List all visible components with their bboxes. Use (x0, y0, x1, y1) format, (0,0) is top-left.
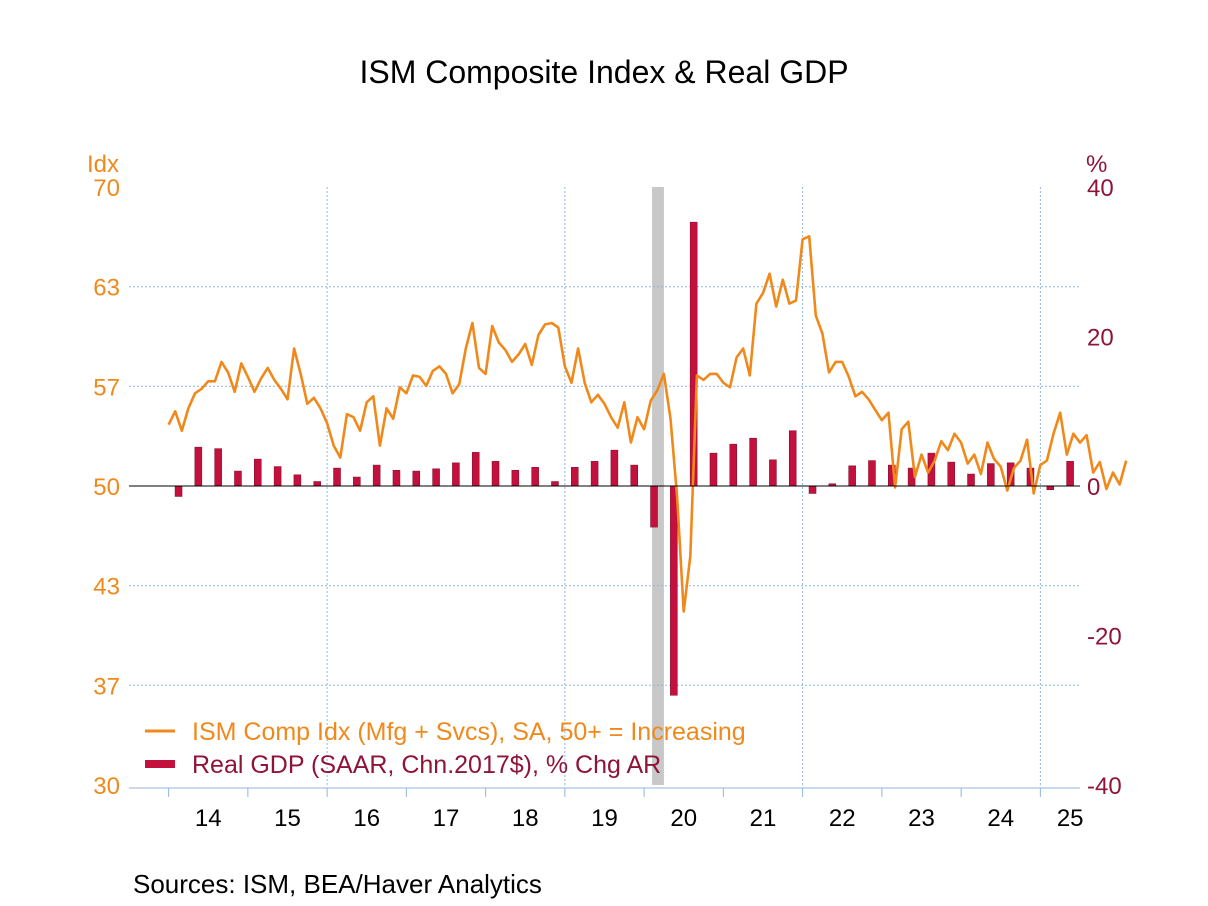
legend: ISM Comp Idx (Mfg + Svcs), SA, 50+ = Inc… (145, 718, 746, 779)
x-tick-label: 15 (274, 805, 301, 832)
gdp-bar-2019Q1 (571, 467, 579, 487)
gdp-bar-2014Q3 (214, 448, 222, 487)
gdp-bar-2018Q1 (491, 461, 500, 487)
gdp-bar-2020Q2 (670, 485, 678, 696)
left-axis-label: Idx (87, 151, 119, 178)
gdp-bar-2015Q1 (254, 458, 262, 487)
gdp-bar-2019Q3 (610, 449, 619, 487)
chart-title: ISM Composite Index & Real GDP (359, 54, 848, 90)
x-tick-label: 14 (195, 805, 222, 832)
legend-gdp-swatch (145, 760, 175, 768)
gdp-bar-2019Q4 (630, 464, 638, 487)
gdp-bar-2025Q1 (1046, 485, 1055, 490)
x-tick-label: 16 (353, 805, 380, 832)
axes: 70 63 57 50 43 37 30 40 20 0 -20 -40 14 15 16 17 18 19 20 2… (93, 175, 1121, 832)
right-tick-label: 20 (1087, 325, 1114, 352)
gdp-bar-2016Q3 (372, 464, 381, 487)
gdp-bar-2024Q2 (987, 463, 995, 487)
gdp-bar-2024Q1 (967, 473, 975, 487)
legend-ism-label: ISM Comp Idx (Mfg + Svcs), SA, 50+ = Inc… (192, 718, 746, 746)
x-tick-label: 17 (433, 805, 460, 832)
gdp-bar-2015Q4 (313, 481, 321, 487)
right-tick-label: -40 (1087, 773, 1122, 800)
left-tick-label: 43 (93, 574, 120, 601)
gdp-bar-2018Q4 (551, 481, 559, 487)
right-axis-label: % (1086, 151, 1107, 178)
gdp-bar-2023Q4 (947, 461, 955, 487)
ism-line-layer (167, 235, 1128, 613)
gdp-bar-2015Q3 (293, 474, 302, 487)
gdp-bar-2022Q1 (808, 485, 817, 494)
left-tick-label: 37 (93, 673, 120, 700)
gdp-bar-2021Q2 (749, 437, 757, 487)
gdp-bar-2025Q2 (1066, 461, 1074, 487)
gdp-bar-2019Q2 (590, 461, 599, 487)
gdp-bar-2021Q1 (729, 443, 738, 487)
gdp-bar-2016Q4 (392, 470, 401, 487)
sources-note: Sources: ISM, BEA/Haver Analytics (133, 869, 542, 899)
x-tick-label: 18 (512, 805, 539, 832)
x-tick-label: 25 (1057, 805, 1084, 832)
left-tick-label: 63 (93, 275, 120, 302)
right-tick-label: -20 (1087, 624, 1122, 651)
gdp-bar-2017Q4 (471, 452, 480, 487)
left-tick-label: 50 (93, 474, 120, 501)
gdp-bar-2014Q1 (174, 485, 183, 497)
right-tick-label: 40 (1087, 175, 1114, 202)
gdp-bar-2022Q3 (848, 465, 856, 487)
gdp-bar-2017Q1 (412, 470, 421, 487)
ism-line (167, 235, 1128, 613)
x-tick-label: 24 (987, 805, 1014, 832)
gdp-bar-2015Q2 (273, 466, 282, 487)
left-tick-label: 70 (93, 175, 120, 202)
gdp-bar-2022Q4 (868, 460, 876, 487)
gdp-bar-2018Q3 (531, 467, 539, 487)
x-tick-label: 23 (908, 805, 935, 832)
left-tick-label: 30 (93, 773, 120, 800)
gdp-bar-2014Q2 (194, 446, 203, 487)
gdp-bar-2017Q2 (432, 468, 440, 487)
gdp-bar-2021Q4 (788, 430, 797, 487)
gdp-bar-2020Q1 (650, 485, 658, 528)
gdp-bar-2016Q1 (333, 467, 341, 487)
legend-gdp-label: Real GDP (SAAR, Chn.2017$), % Chg AR (192, 751, 661, 779)
x-tick-label: 21 (750, 805, 777, 832)
gdp-bar-2016Q2 (353, 476, 361, 487)
gdp-bar-2014Q4 (234, 470, 242, 487)
x-tick-label: 22 (829, 805, 856, 832)
gdp-bar-2020Q4 (709, 452, 718, 487)
x-tick-label: 19 (591, 805, 618, 832)
gdp-bar-2018Q2 (511, 470, 520, 487)
gdp-bar-2017Q3 (452, 462, 460, 487)
x-tick-label: 20 (670, 805, 697, 832)
gdp-bar-2021Q3 (769, 459, 777, 487)
left-tick-label: 57 (93, 374, 120, 401)
gdp-bars (174, 221, 1074, 696)
right-tick-label: 0 (1087, 474, 1100, 501)
